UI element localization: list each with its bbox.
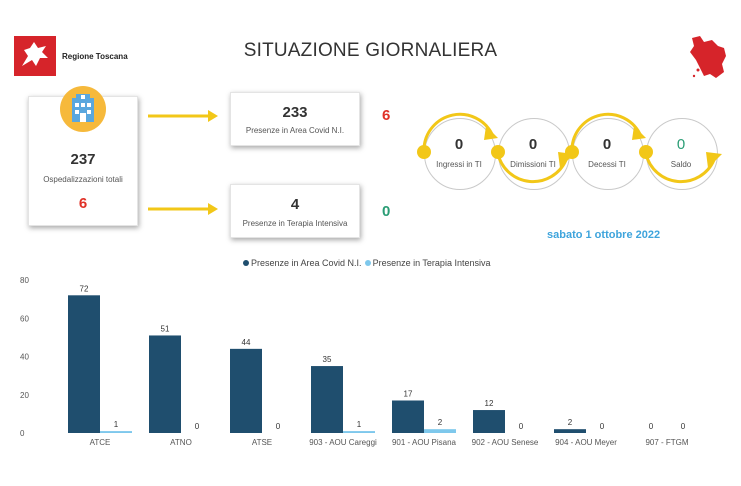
org-name: Regione Toscana [62,52,128,61]
bar-intensive-care [100,431,132,433]
data-label-area-covid: 35 [323,355,332,364]
flow-dimissioni-value: 0 [528,136,538,153]
x-tick-label: ATNO [170,438,192,447]
total-hospitalizations-value: 237 [70,151,96,168]
area-covid-card: 233 Presenze in Area Covid N.I. [230,92,360,146]
bar-area-covid [149,335,181,433]
data-label-intensive-care: 0 [519,422,524,431]
data-label-area-covid: 17 [404,389,413,398]
flow-arrows [417,112,722,184]
legend-item-intensive-care[interactable]: Presenze in Terapia Intensiva [364,258,490,268]
data-label-intensive-care: 0 [276,422,281,431]
data-label-intensive-care: 0 [681,422,686,431]
y-tick-label: 80 [20,276,29,285]
intensive-care-card: 4 Presenze in Terapia Intensiva [230,184,360,238]
total-hospitalizations-label: Ospedalizzazioni totali [43,175,123,184]
intensive-care-value: 4 [290,196,300,213]
page-title: SITUAZIONE GIORNALIERA [243,40,498,61]
legend-dot-icon [243,260,249,266]
legend-dot-icon [364,260,371,266]
flow-dimissioni-label: Dimissioni TI [510,160,556,169]
x-tick-label: 902 - AOU Senese [472,438,539,447]
x-tick-label: 907 - FTGM [645,438,688,447]
data-label-area-covid: 12 [485,399,494,408]
tuscany-map-icon [690,36,726,78]
x-tick-label: 903 - AOU Careggi [309,438,377,447]
regione-toscana-logo [14,36,56,76]
bar-area-covid [473,410,505,433]
flow-ingressi-label: Ingressi in TI [436,160,482,169]
flow-circle-ingressi [424,118,496,190]
data-label-intensive-care: 1 [357,420,362,429]
y-tick-label: 60 [20,314,29,323]
report-date: sabato 1 ottobre 2022 [547,229,661,241]
area-covid-delta: 6 [382,107,391,124]
flow-circle-saldo [646,118,718,190]
pegasus-logo-icon [22,42,48,66]
data-label-intensive-care: 0 [600,422,605,431]
area-covid-value: 233 [282,104,308,121]
bar-area-covid [68,295,100,433]
flow-decessi-value: 0 [602,136,612,153]
x-tick-label: 901 - AOU Pisana [392,438,457,447]
bar-area-covid [311,366,343,433]
x-tick-label: ATSE [252,438,272,447]
bar-intensive-care [343,431,375,433]
y-tick-label: 20 [20,391,29,400]
bar-area-covid [230,348,262,433]
data-label-area-covid: 51 [161,324,170,333]
flow-saldo-label: Saldo [670,160,692,169]
data-label-intensive-care: 0 [195,422,200,431]
data-label-intensive-care: 1 [114,420,119,429]
area-covid-label: Presenze in Area Covid N.I. [245,126,345,135]
y-tick-label: 0 [20,429,25,438]
total-hospitalizations-delta: 6 [78,195,88,212]
x-tick-label: ATCE [90,438,111,447]
flow-decessi-label: Decessi TI [588,160,626,169]
hospital-icon [60,86,106,132]
data-label-area-covid: 0 [649,422,654,431]
bar-area-covid [392,400,424,433]
flow-circle-decessi [572,118,644,190]
bar-intensive-care [424,429,456,433]
flow-ingressi-value: 0 [454,136,464,153]
intensive-care-label: Presenze in Terapia Intensiva [242,219,348,228]
bar-area-covid [554,429,586,433]
data-label-area-covid: 44 [242,338,251,347]
data-label-area-covid: 72 [80,284,89,293]
intensive-care-delta: 0 [382,203,391,220]
arrow-to-intensive-care [148,203,218,215]
x-tick-label: 904 - AOU Meyer [555,438,617,447]
flow-saldo-value: 0 [676,136,686,153]
legend-item-area-covid[interactable]: Presenze in Area Covid N.I. [243,258,362,268]
chart-legend: Presenze in Area Covid N.I. Presenze in T… [243,258,493,268]
y-tick-label: 40 [20,353,29,362]
data-label-area-covid: 2 [568,418,573,427]
data-label-intensive-care: 2 [438,418,443,427]
arrow-to-area-covid [148,110,218,122]
